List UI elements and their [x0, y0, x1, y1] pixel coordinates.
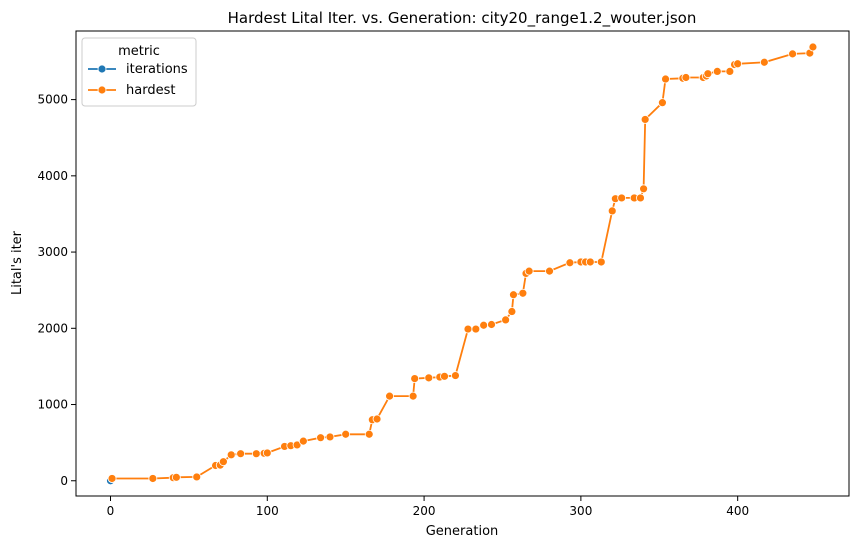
- legend-title: metric: [118, 44, 160, 59]
- data-point-hardest: [725, 67, 735, 76]
- series-line-hardest: [112, 46, 814, 480]
- x-tick-label: 100: [256, 504, 279, 518]
- data-point-hardest: [712, 67, 722, 76]
- y-tick-label: 5000: [37, 93, 68, 107]
- y-tick-label: 4000: [37, 169, 68, 183]
- data-point-hardest: [298, 436, 308, 446]
- data-point-hardest: [372, 414, 382, 424]
- legend-label: hardest: [126, 83, 175, 98]
- data-point-hardest: [733, 59, 743, 69]
- data-point-hardest: [788, 49, 797, 59]
- data-point-hardest: [703, 69, 713, 79]
- data-point-hardest: [565, 258, 575, 268]
- x-tick-label: 400: [726, 504, 749, 518]
- data-point-hardest: [545, 266, 554, 276]
- data-point-hardest: [487, 320, 496, 329]
- data-point-hardest: [171, 472, 181, 482]
- data-point-hardest: [385, 391, 394, 401]
- data-point-hardest: [218, 457, 228, 467]
- legend-swatch-marker: [97, 64, 107, 74]
- y-axis: 0 1000 2000 3000 4000 5000: [37, 93, 76, 488]
- series-hardest: [107, 42, 818, 483]
- data-point-hardest: [681, 73, 691, 82]
- data-point-hardest: [524, 266, 534, 276]
- x-axis: 0 100 200 300 400: [107, 496, 749, 518]
- data-point-hardest: [479, 320, 489, 330]
- data-point-hardest: [451, 371, 460, 380]
- data-point-hardest: [596, 257, 606, 267]
- legend-item-iterations: iterations: [88, 62, 188, 77]
- data-point-hardest: [640, 115, 650, 124]
- data-point-hardest: [192, 472, 202, 482]
- data-point-hardest: [617, 193, 627, 203]
- data-point-hardest: [759, 57, 769, 67]
- data-point-hardest: [661, 74, 670, 84]
- data-point-hardest: [808, 42, 818, 52]
- data-point-hardest: [107, 474, 117, 483]
- data-point-hardest: [364, 429, 374, 439]
- data-point-hardest: [148, 474, 158, 483]
- y-tick-label: 1000: [37, 398, 68, 412]
- data-point-hardest: [518, 288, 528, 298]
- y-tick-label: 0: [60, 474, 68, 488]
- data-point-hardest: [501, 315, 511, 325]
- x-tick-label: 0: [107, 504, 115, 518]
- series-layer: [106, 42, 818, 486]
- data-point-hardest: [341, 429, 351, 439]
- data-point-hardest: [639, 184, 648, 194]
- x-tick-label: 300: [569, 504, 592, 518]
- data-point-hardest: [636, 193, 645, 203]
- y-axis-label: Lital's iter: [10, 230, 25, 295]
- data-point-hardest: [316, 433, 326, 443]
- data-point-hardest: [262, 448, 272, 458]
- data-point-hardest: [607, 206, 617, 216]
- legend-swatch-marker: [97, 85, 107, 95]
- data-point-hardest: [658, 98, 667, 108]
- data-point-hardest: [471, 324, 481, 334]
- y-tick-label: 3000: [37, 245, 68, 259]
- data-point-hardest: [440, 371, 449, 381]
- plot-area: [75, 30, 850, 497]
- data-point-hardest: [251, 449, 261, 459]
- data-point-hardest: [509, 290, 518, 300]
- legend-box: [81, 37, 197, 107]
- y-tick-label: 2000: [37, 321, 68, 335]
- chart-title: Hardest Lital Iter. vs. Generation: city…: [228, 9, 697, 28]
- data-point-hardest: [236, 449, 246, 459]
- data-point-hardest: [325, 432, 335, 442]
- data-point-hardest: [507, 307, 517, 316]
- data-point-hardest: [408, 391, 418, 401]
- legend-item-hardest: hardest: [88, 83, 175, 98]
- legend: metric iterations hardest: [81, 37, 197, 107]
- data-point-hardest: [424, 373, 434, 383]
- data-point-hardest: [585, 257, 595, 267]
- data-point-hardest: [410, 374, 420, 384]
- data-point-hardest: [292, 440, 302, 450]
- data-point-hardest: [463, 324, 473, 334]
- legend-label: iterations: [126, 62, 188, 77]
- data-point-hardest: [226, 450, 236, 460]
- x-tick-label: 200: [413, 504, 436, 518]
- x-axis-label: Generation: [426, 524, 499, 539]
